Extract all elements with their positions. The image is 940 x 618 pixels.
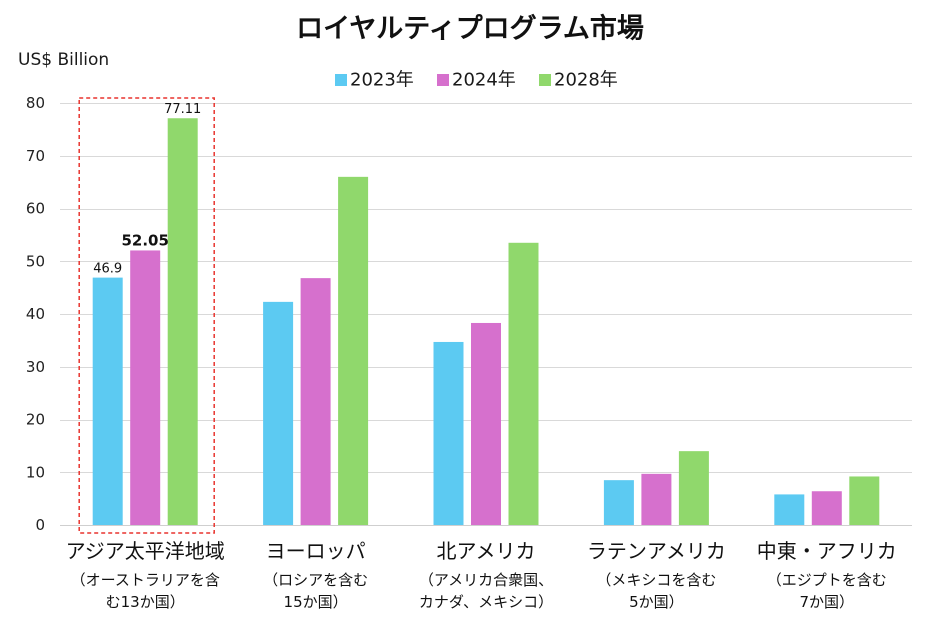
legend-swatch-2024 [437,74,449,86]
bar-2028-asia-pacific [167,118,198,525]
y-axis-label: US$ Billion [18,50,109,70]
legend: 2023年 2024年 2028年 [335,70,618,91]
category-note-latin-america: （メキシコを含む [596,571,716,589]
legend-item-2024: 2024年 [437,70,516,91]
highlight-box [78,97,215,534]
y-tick-label: 0 [35,516,45,534]
category-label-north-america: 北アメリカ [437,539,536,563]
legend-item-2023: 2023年 [335,70,414,91]
bar-2028-middle-east-africa [849,476,880,525]
y-tick-label: 70 [26,147,45,165]
category-note-europe: 15か国） [284,593,348,611]
y-tick-label: 10 [26,463,45,481]
data-label-2024-asia-pacific: 52.05 [121,231,168,249]
y-tick-label: 60 [26,200,45,218]
highlight-overlay [78,97,215,534]
y-tick-label: 40 [26,305,45,323]
bar-2024-latin-america [641,473,672,525]
bar-2023-middle-east-africa [774,494,805,525]
category-note-middle-east-africa: 7か国） [800,593,855,611]
gridlines [60,103,912,526]
bar-2023-latin-america [603,480,634,525]
y-tick-label: 50 [26,252,45,270]
y-tick-label: 80 [26,94,45,112]
category-label-asia-pacific: アジア太平洋地域 [66,539,225,563]
data-label-2028-asia-pacific: 77.11 [164,102,201,117]
category-note-europe: （ロシアを含む [263,571,368,589]
bar-2028-north-america [508,242,539,525]
y-axis-ticks: 0 10 20 30 40 50 60 70 80 [26,94,45,534]
bar-2028-latin-america [678,451,709,525]
legend-swatch-2028 [539,74,551,86]
data-labels: 46.9 52.05 77.11 [93,102,201,276]
legend-label-2028: 2028年 [554,70,618,91]
bar-2024-asia-pacific [130,250,161,525]
category-note-asia-pacific: （オーストラリアを含 [71,571,220,589]
category-label-latin-america: ラテンアメリカ [587,539,726,563]
bar-2023-north-america [433,341,464,525]
category-label-europe: ヨーロッパ [266,539,366,563]
y-tick-label: 20 [26,411,45,429]
data-label-2023-asia-pacific: 46.9 [93,262,122,277]
category-note-middle-east-africa: （エジプトを含む [767,571,887,589]
category-label-middle-east-africa: 中東・アフリカ [757,539,897,563]
legend-swatch-2023 [335,74,347,86]
category-note-asia-pacific: む13か国） [106,593,185,611]
bar-2023-europe [263,301,294,525]
bar-2024-middle-east-africa [811,491,842,525]
bar-2023-asia-pacific [92,277,123,525]
bar-2028-europe [338,176,369,525]
category-note-latin-america: 5か国） [629,593,684,611]
bars [92,118,880,525]
legend-label-2023: 2023年 [350,70,414,91]
category-note-north-america: （アメリカ合衆国、 [419,571,553,589]
category-note-north-america: カナダ、メキシコ） [419,593,553,611]
bar-2024-north-america [471,322,501,525]
bar-2024-europe [300,278,331,525]
legend-item-2028: 2028年 [539,70,618,91]
chart-title: ロイヤルティプログラム市場 [296,13,644,45]
y-tick-label: 30 [26,358,45,376]
legend-label-2024: 2024年 [452,70,516,91]
